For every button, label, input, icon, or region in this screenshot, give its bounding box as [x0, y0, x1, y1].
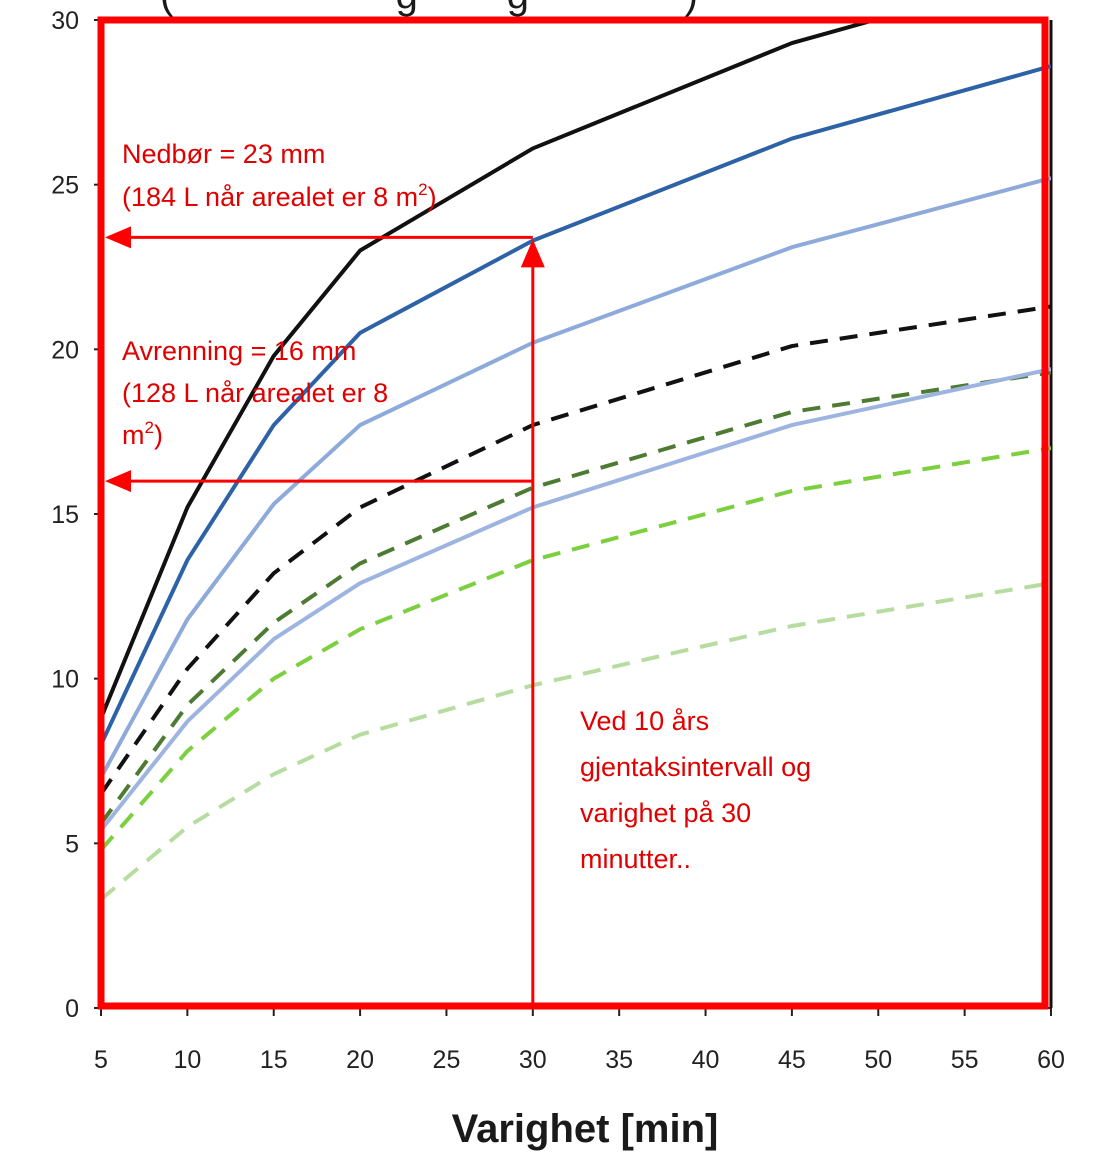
highlight-frame	[97, 16, 1049, 1010]
x-tick-label: 20	[346, 1046, 374, 1074]
x-axis-ticks: 5 10 15 20 25 30 35 40 45 50 55 60	[94, 1008, 1065, 1074]
x-tick-label: 30	[519, 1046, 547, 1074]
nedbor-label-sup: 2	[418, 180, 427, 199]
avrenning-label-close: )	[154, 420, 163, 450]
series-line-4	[101, 304, 1051, 796]
avrenning-label-line2: (128 L når arealet er 8	[122, 378, 388, 408]
x-tick-label: 25	[433, 1046, 461, 1074]
y-tick-label: 20	[51, 336, 79, 364]
x-tick-label: 45	[778, 1046, 806, 1074]
chart-title-fragment: ( g g )	[160, 0, 698, 17]
y-tick-label: 30	[51, 7, 79, 35]
x-tick-label: 60	[1037, 1046, 1065, 1074]
x-tick-label: 40	[692, 1046, 720, 1074]
y-tick-label: 25	[51, 172, 79, 200]
series-line-6	[101, 367, 1051, 832]
nedbor-label-line2: (184 L når arealet er 8 m2)	[122, 180, 437, 212]
y-axis-ticks: 0 5 10 15 20 25 30	[51, 7, 101, 1023]
x-tick-label: 50	[864, 1046, 892, 1074]
series-line-5	[101, 370, 1051, 825]
y-tick-label: 15	[51, 501, 79, 529]
series-line-8	[101, 581, 1051, 901]
x-tick-label: 5	[94, 1046, 108, 1074]
series-layer	[101, 20, 1051, 901]
nedbor-label-close: )	[428, 182, 437, 212]
avrenning-arrowhead-icon	[105, 470, 131, 493]
ved-label-line4: minutter..	[580, 844, 691, 874]
y-tick-label: 10	[51, 666, 79, 694]
y-tick-label: 0	[65, 995, 79, 1023]
x-tick-label: 35	[605, 1046, 633, 1074]
ved-label-line2: gjentaksintervall og	[580, 752, 811, 782]
highlight-layer	[97, 16, 1049, 1010]
avrenning-label-line3-text: m	[122, 420, 145, 450]
duration-arrowhead-icon	[520, 239, 545, 268]
nedbor-label-line2-text: (184 L når arealet er 8 m	[122, 182, 418, 212]
x-tick-label: 15	[260, 1046, 288, 1074]
series-line-1	[101, 20, 882, 719]
avrenning-label-line3: m2)	[122, 418, 163, 450]
avrenning-label-sup: 2	[145, 418, 154, 437]
nedbor-label-line1: Nedbør = 23 mm	[122, 139, 325, 169]
avrenning-label-line1: Avrenning = 16 mm	[122, 336, 356, 366]
nedbor-arrowhead-icon	[105, 226, 131, 249]
y-tick-label: 5	[65, 830, 79, 858]
series-line-2	[101, 64, 1051, 746]
series-line-3	[101, 176, 1051, 779]
x-axis-label: Varighet [min]	[452, 1107, 719, 1151]
series-line-7	[101, 446, 1051, 852]
x-tick-label: 55	[951, 1046, 979, 1074]
ved-label-line1: Ved 10 års	[580, 706, 709, 736]
ved-label-line3: varighet på 30	[580, 798, 751, 828]
x-tick-label: 10	[173, 1046, 201, 1074]
